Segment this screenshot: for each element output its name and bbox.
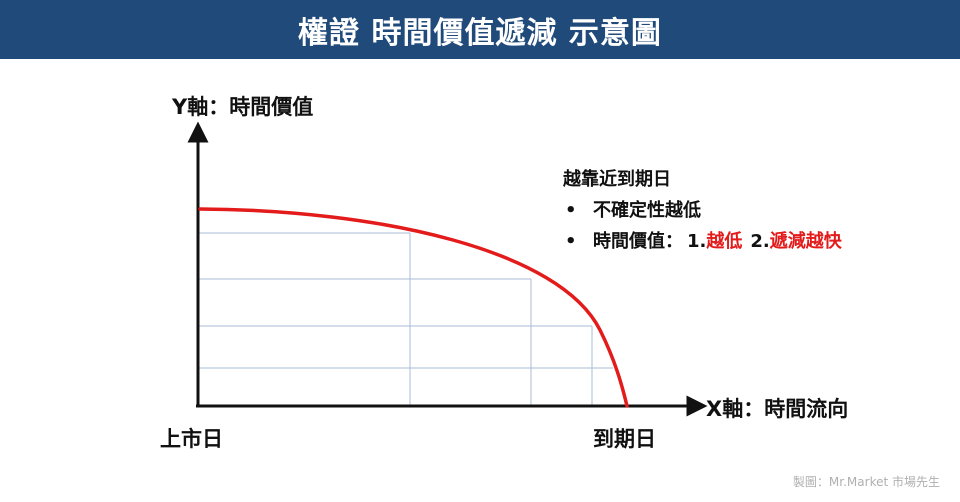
- bullet-2-num1: 1.: [687, 231, 707, 252]
- listing-date-label: 上市日: [160, 427, 223, 451]
- y-axis-label: Y軸：時間價值: [172, 95, 314, 119]
- page-title: 權證 時間價值遞減 示意圖: [298, 15, 662, 51]
- title-bar: 權證 時間價值遞減 示意圖: [0, 0, 960, 59]
- time-value-curve: [198, 207, 629, 408]
- note-bullet-2: • 時間價值： 1. 越低 2. 遞減越快: [563, 226, 842, 257]
- credit-text: 製圖：Mr.Market 市場先生: [792, 475, 940, 489]
- bullet-1-text: 不確定性越低: [593, 200, 701, 221]
- x-axis-label: X軸：時間流向: [706, 397, 849, 421]
- bullet-2-num2: 2.: [750, 231, 770, 252]
- bullet-2-faster: 遞減越快: [769, 231, 842, 252]
- note-heading: 越靠近到期日: [563, 169, 671, 190]
- bullet-icon: •: [565, 200, 577, 221]
- bullet-2-lower: 越低: [706, 231, 743, 252]
- note-bullet-1: • 不確定性越低: [563, 195, 842, 226]
- bullet-2-prefix: 時間價值：: [593, 231, 683, 252]
- annotation-note: 越靠近到期日 • 不確定性越低 • 時間價值： 1. 越低 2. 遞減越快: [563, 164, 842, 257]
- bullet-icon: •: [565, 231, 577, 252]
- grid: [198, 232, 613, 406]
- expiry-date-label: 到期日: [593, 427, 656, 451]
